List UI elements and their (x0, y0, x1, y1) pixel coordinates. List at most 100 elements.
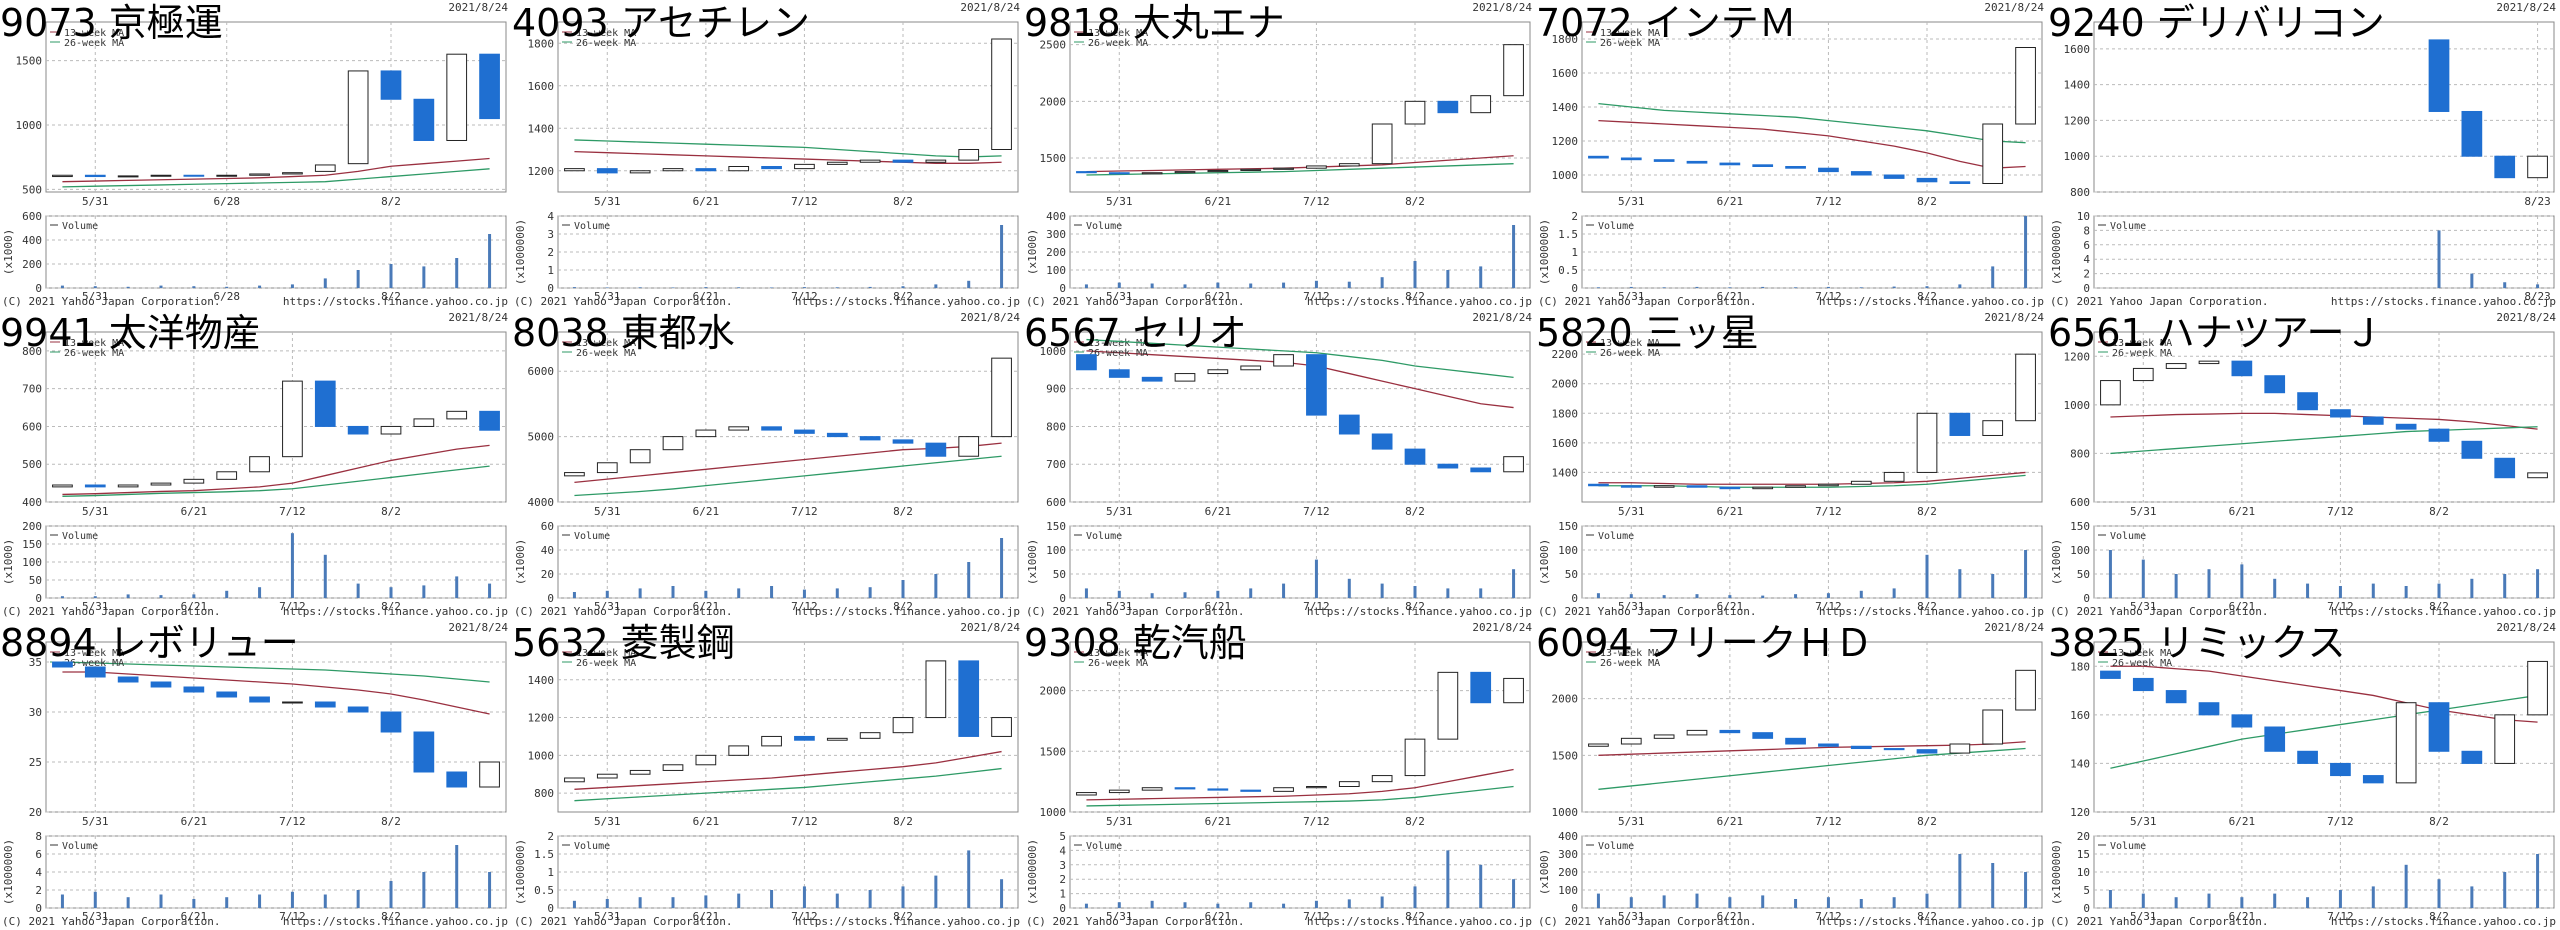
candle (216, 471, 238, 480)
y-tick-label: 2200 (1552, 348, 1579, 361)
volume-bar (1662, 895, 1666, 908)
volume-tick-label: 0 (1059, 902, 1066, 915)
x-tick-label: 6/21 (1205, 815, 1232, 828)
volume-bar (1794, 594, 1798, 598)
volume-bar (572, 592, 576, 598)
volume-bar (225, 590, 229, 598)
volume-tick-label: 0 (35, 282, 42, 295)
candle (2527, 660, 2548, 716)
volume-legend-label: Volume (1598, 841, 1634, 852)
volume-bar (2273, 578, 2277, 598)
volume-tick-label: 6 (35, 848, 42, 861)
chart-date: 2021/8/24 (1984, 1, 2044, 14)
volume-x-tick-label: 7/12 (1303, 910, 1330, 923)
x-tick-label: 5/31 (1618, 505, 1645, 518)
candle (1719, 162, 1741, 166)
volume-bar (1183, 902, 1187, 908)
volume-unit: (x1000) (2, 539, 15, 585)
candle (826, 432, 848, 438)
volume-bar (2404, 864, 2408, 908)
chart-title: 9818 大丸エナ (1024, 1, 1285, 45)
volume-bar (488, 583, 492, 598)
volume-bar (488, 234, 492, 288)
candle (2428, 39, 2450, 112)
candle (1470, 467, 1492, 473)
volume-bar (2470, 886, 2474, 908)
candle (1371, 123, 1393, 165)
y-tick-label: 4000 (528, 496, 555, 509)
volume-bar (1728, 595, 1732, 598)
candle (2494, 714, 2516, 764)
volume-tick-label: 0 (1059, 592, 1066, 605)
candle (1719, 486, 1741, 490)
candle (925, 159, 947, 163)
candle (150, 482, 172, 486)
volume-frame (1069, 525, 1531, 599)
stock-panel: 1000 1500 2000 0 100 200 300 400 (x1000) 5/31 5/31… (1536, 621, 2044, 928)
volume-x-tick-label: 7/12 (1815, 600, 1842, 613)
candle (2494, 155, 2516, 179)
volume-tick-label: 100 (1046, 544, 1066, 557)
volume-bar (1413, 586, 1417, 598)
stock-panel: 1200 1400 1600 1800 0 1 2 3 4 (x1000000) 5/31 5/31 6… (512, 1, 1020, 308)
volume-legend-label: Volume (2110, 531, 2146, 542)
y-tick-label: 120 (2070, 806, 2090, 819)
candle (1207, 788, 1229, 791)
copyright: (C) 2021 Yahoo Japan Corporation. (1538, 605, 1757, 618)
volume-unit: (x1000000) (514, 839, 527, 905)
chart-title: 4093 アセチレン (512, 1, 810, 45)
candle (925, 660, 947, 719)
copyright: (C) 2021 Yahoo Japan Corporation. (514, 295, 733, 308)
volume-bar (356, 583, 360, 598)
volume-bar (1446, 850, 1450, 908)
volume-bar (290, 891, 294, 908)
chart-title: 9240 デリバリコン (2048, 1, 2385, 45)
candle (1437, 100, 1459, 114)
legend-label: 26-week MA (2112, 348, 2172, 359)
candle (1076, 171, 1097, 174)
volume-bar (323, 554, 327, 598)
volume-x-tick-label: 6/21 (181, 910, 208, 923)
x-tick-label: 7/12 (1303, 815, 1330, 828)
volume-bar (1479, 266, 1483, 288)
volume-tick-label: 0 (547, 282, 554, 295)
candle (761, 166, 782, 170)
source: https://stocks.finance.yahoo.co.jp (2331, 915, 2556, 928)
volume-x-tick-label: 5/31 (82, 600, 109, 613)
y-tick-label: 800 (22, 345, 42, 358)
volume-bar (2338, 586, 2342, 598)
volume-bar (1117, 902, 1121, 908)
volume-tick-label: 6 (2083, 239, 2090, 252)
chart-title: 6561 ハナツアーＪ (2048, 311, 2383, 355)
volume-tick-label: 5 (2083, 884, 2090, 897)
x-tick-label: 7/12 (791, 815, 818, 828)
candle (1982, 420, 2004, 436)
candle (826, 161, 848, 165)
candle (892, 439, 914, 444)
volume-x-tick-label: 5/31 (1106, 910, 1133, 923)
y-tick-label: 2000 (1552, 693, 1579, 706)
candle (1883, 174, 1905, 179)
volume-tick-label: 4 (547, 210, 554, 223)
candle (1141, 172, 1163, 175)
candle (183, 478, 205, 484)
candle (859, 732, 881, 739)
volume-bar (2306, 897, 2310, 908)
volume-bar (1991, 266, 1995, 288)
volume-bar (1000, 879, 1004, 908)
volume-bar (572, 287, 576, 288)
x-tick-label: 7/12 (1815, 815, 1842, 828)
volume-x-tick-label: 8/2 (2429, 910, 2449, 923)
candle (2231, 714, 2253, 728)
volume-tick-label: 100 (2070, 544, 2090, 557)
volume-bar (1794, 899, 1798, 908)
candle (2428, 428, 2450, 442)
y-tick-label: 1600 (2064, 43, 2091, 56)
volume-unit: (x1000) (1026, 539, 1039, 585)
y-tick-label: 1400 (528, 674, 555, 687)
legend-label: 13-week MA (2112, 648, 2172, 659)
x-tick-label: 8/2 (1405, 195, 1425, 208)
x-tick-label: 5/31 (594, 815, 621, 828)
volume-bar (488, 872, 492, 908)
candle (1818, 483, 1839, 487)
